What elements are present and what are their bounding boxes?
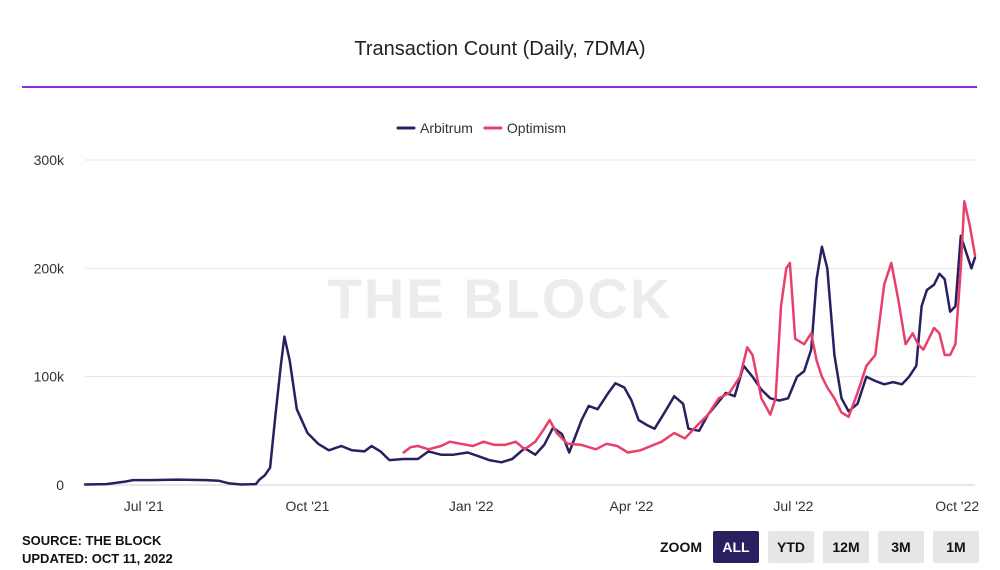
x-tick-label: Oct '21 bbox=[286, 498, 330, 514]
watermark: THE BLOCK bbox=[328, 267, 673, 330]
legend-label: Optimism bbox=[507, 120, 566, 136]
x-tick-label: Oct '22 bbox=[935, 498, 979, 514]
x-tick-label: Jan '22 bbox=[449, 498, 494, 514]
zoom-3m-button[interactable]: 3M bbox=[878, 531, 924, 563]
y-tick-label: 200k bbox=[34, 260, 65, 276]
y-tick-label: 100k bbox=[34, 369, 65, 385]
updated-label: UPDATED: OCT 11, 2022 bbox=[22, 551, 173, 566]
zoom-all-button[interactable]: ALL bbox=[713, 531, 759, 563]
series-line-optimism bbox=[402, 199, 977, 454]
y-tick-label: 0 bbox=[56, 477, 64, 493]
zoom-1m-button[interactable]: 1M bbox=[933, 531, 979, 563]
x-tick-label: Jul '21 bbox=[124, 498, 164, 514]
source-label: SOURCE: THE BLOCK bbox=[22, 533, 162, 548]
zoom-ytd-button[interactable]: YTD bbox=[768, 531, 814, 563]
series-line-arbitrum bbox=[83, 234, 977, 486]
footer: SOURCE: THE BLOCK UPDATED: OCT 11, 2022 bbox=[22, 532, 173, 568]
y-tick-label: 300k bbox=[34, 152, 65, 168]
zoom-controls: ZOOM ALL YTD 12M 3M 1M bbox=[660, 530, 979, 564]
x-tick-label: Apr '22 bbox=[609, 498, 653, 514]
chart-title: Transaction Count (Daily, 7DMA) bbox=[354, 38, 646, 60]
x-tick-label: Jul '22 bbox=[773, 498, 813, 514]
zoom-label: ZOOM bbox=[660, 539, 702, 555]
transaction-count-chart: THE BLOCK 0 100k 200k 300k Jul '21 Oct '21 Jan … bbox=[34, 120, 980, 514]
legend-label: Arbitrum bbox=[420, 120, 473, 136]
zoom-12m-button[interactable]: 12M bbox=[823, 531, 869, 563]
title-divider bbox=[22, 86, 977, 88]
